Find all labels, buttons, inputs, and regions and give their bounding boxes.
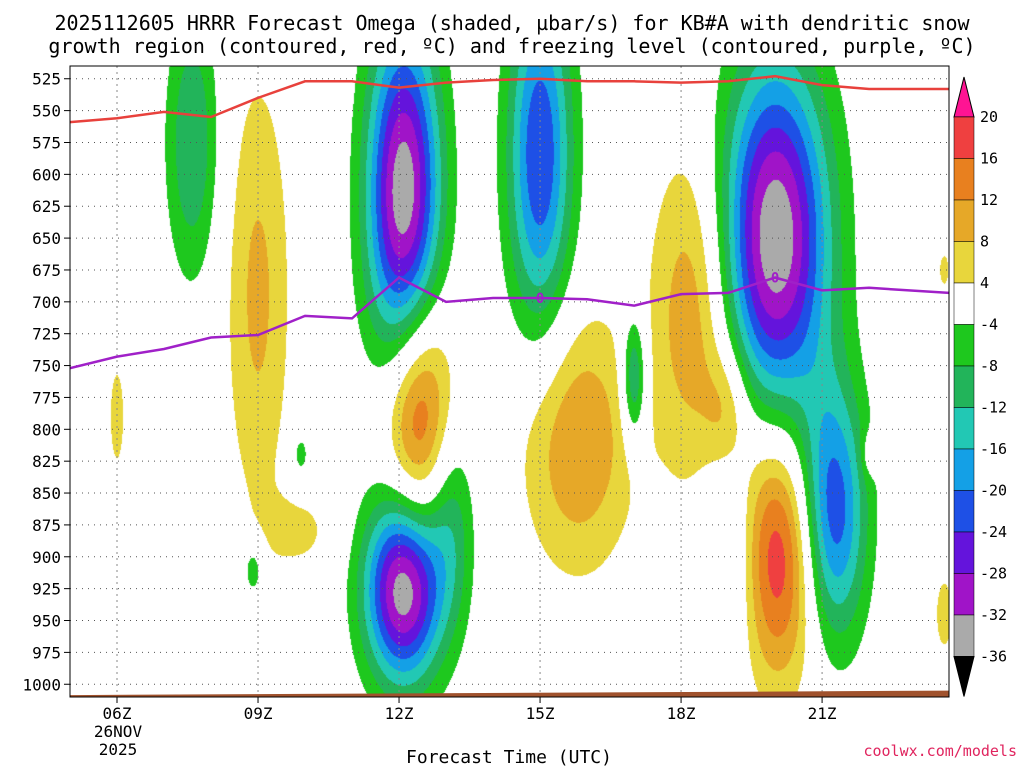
plot-frame — [69, 65, 950, 698]
y-axis: 525 550 575 600 625 650 675 700 725 750 775 800 825 8… — [22, 70, 70, 694]
x-tick-label: 06Z — [103, 704, 132, 723]
dendritic-line — [70, 74, 949, 124]
y-tick-label: 575 — [32, 133, 61, 152]
y-tick-label: 675 — [32, 261, 61, 280]
terrain — [70, 690, 949, 697]
colorbar-label: -16 — [980, 440, 1007, 458]
y-tick-label: 725 — [32, 325, 61, 344]
colorbar-swatch — [953, 573, 975, 616]
y-tick-label: 900 — [32, 548, 61, 567]
colorbar-swatch — [953, 490, 975, 533]
colorbar-label: 16 — [980, 150, 998, 168]
colorbar-swatch — [953, 448, 975, 491]
chart-title-line-2: growth region (contoured, red, ºC) and f… — [48, 34, 975, 58]
y-tick-label: 750 — [32, 357, 61, 376]
colorbar-label: -12 — [980, 399, 1007, 417]
colorbar-label: -24 — [980, 523, 1007, 541]
colorbar-swatch — [953, 324, 975, 367]
y-tick-label: 650 — [32, 229, 61, 248]
freezing-level-label: 0 — [536, 291, 544, 307]
y-tick-label: 975 — [32, 643, 61, 662]
chart-title-line-1: 2025112605 HRRR Forecast Omega (shaded, … — [54, 11, 970, 35]
colorbar-label: -32 — [980, 606, 1007, 624]
y-tick-label: 525 — [32, 70, 61, 89]
colorbar-swatch — [953, 199, 975, 242]
x-tick-label: 12Z — [385, 704, 414, 723]
colorbar-swatch — [953, 407, 975, 450]
y-tick-label: 800 — [32, 420, 61, 439]
freezing-level-line — [70, 276, 949, 370]
colorbar-label: -8 — [980, 357, 998, 375]
x-tick-label: 21Z — [808, 704, 837, 723]
grid-lines — [70, 66, 949, 697]
x-axis: 06Z 09Z 12Z 15Z 18Z 21Z — [103, 697, 837, 723]
colorbar-swatch — [953, 116, 975, 159]
y-tick-label: 875 — [32, 516, 61, 535]
y-tick-label: 950 — [32, 612, 61, 631]
x-tick-label: 09Z — [244, 704, 273, 723]
x-tick-label: 18Z — [667, 704, 696, 723]
freezing-level-label: 0 — [771, 271, 779, 287]
colorbar-label: -28 — [980, 565, 1007, 583]
omega-shading — [70, 66, 949, 697]
colorbar-label: 12 — [980, 191, 998, 209]
colorbar-swatch — [953, 531, 975, 574]
y-tick-label: 925 — [32, 580, 61, 599]
y-tick-label: 825 — [32, 452, 61, 471]
date-label-year: 2025 — [99, 740, 138, 759]
colorbar-swatch — [953, 241, 975, 284]
date-label-day: 26NOV — [94, 722, 143, 741]
x-tick-label: 15Z — [526, 704, 555, 723]
colorbar-swatch — [953, 365, 975, 408]
x-axis-label: Forecast Time (UTC) — [406, 747, 612, 768]
colorbar-swatch — [953, 282, 975, 325]
colorbar-swatch — [953, 158, 975, 201]
y-tick-label: 600 — [32, 165, 61, 184]
y-tick-label: 700 — [32, 293, 61, 312]
colorbar-label: 8 — [980, 233, 989, 251]
colorbar-label: -20 — [980, 482, 1007, 500]
credit-text: coolwx.com/models — [863, 742, 1017, 760]
colorbar-label: 4 — [980, 274, 989, 292]
y-tick-label: 550 — [32, 102, 61, 121]
colorbar-swatch — [953, 614, 975, 657]
y-tick-label: 775 — [32, 388, 61, 407]
plot-area: 00 — [70, 66, 949, 697]
colorbar-label: -4 — [980, 316, 998, 334]
colorbar: 20 16 12 8 4 -4 -8 -12 -16 -20 -24 -28 -32 -36 — [953, 76, 1007, 697]
y-tick-label: 850 — [32, 484, 61, 503]
y-tick-label: 625 — [32, 197, 61, 216]
colorbar-label: -36 — [980, 648, 1007, 666]
colorbar-label: 20 — [980, 108, 998, 126]
colorbar-swatch — [953, 76, 975, 118]
colorbar-swatch — [953, 656, 975, 697]
y-tick-label: 1000 — [22, 675, 61, 694]
